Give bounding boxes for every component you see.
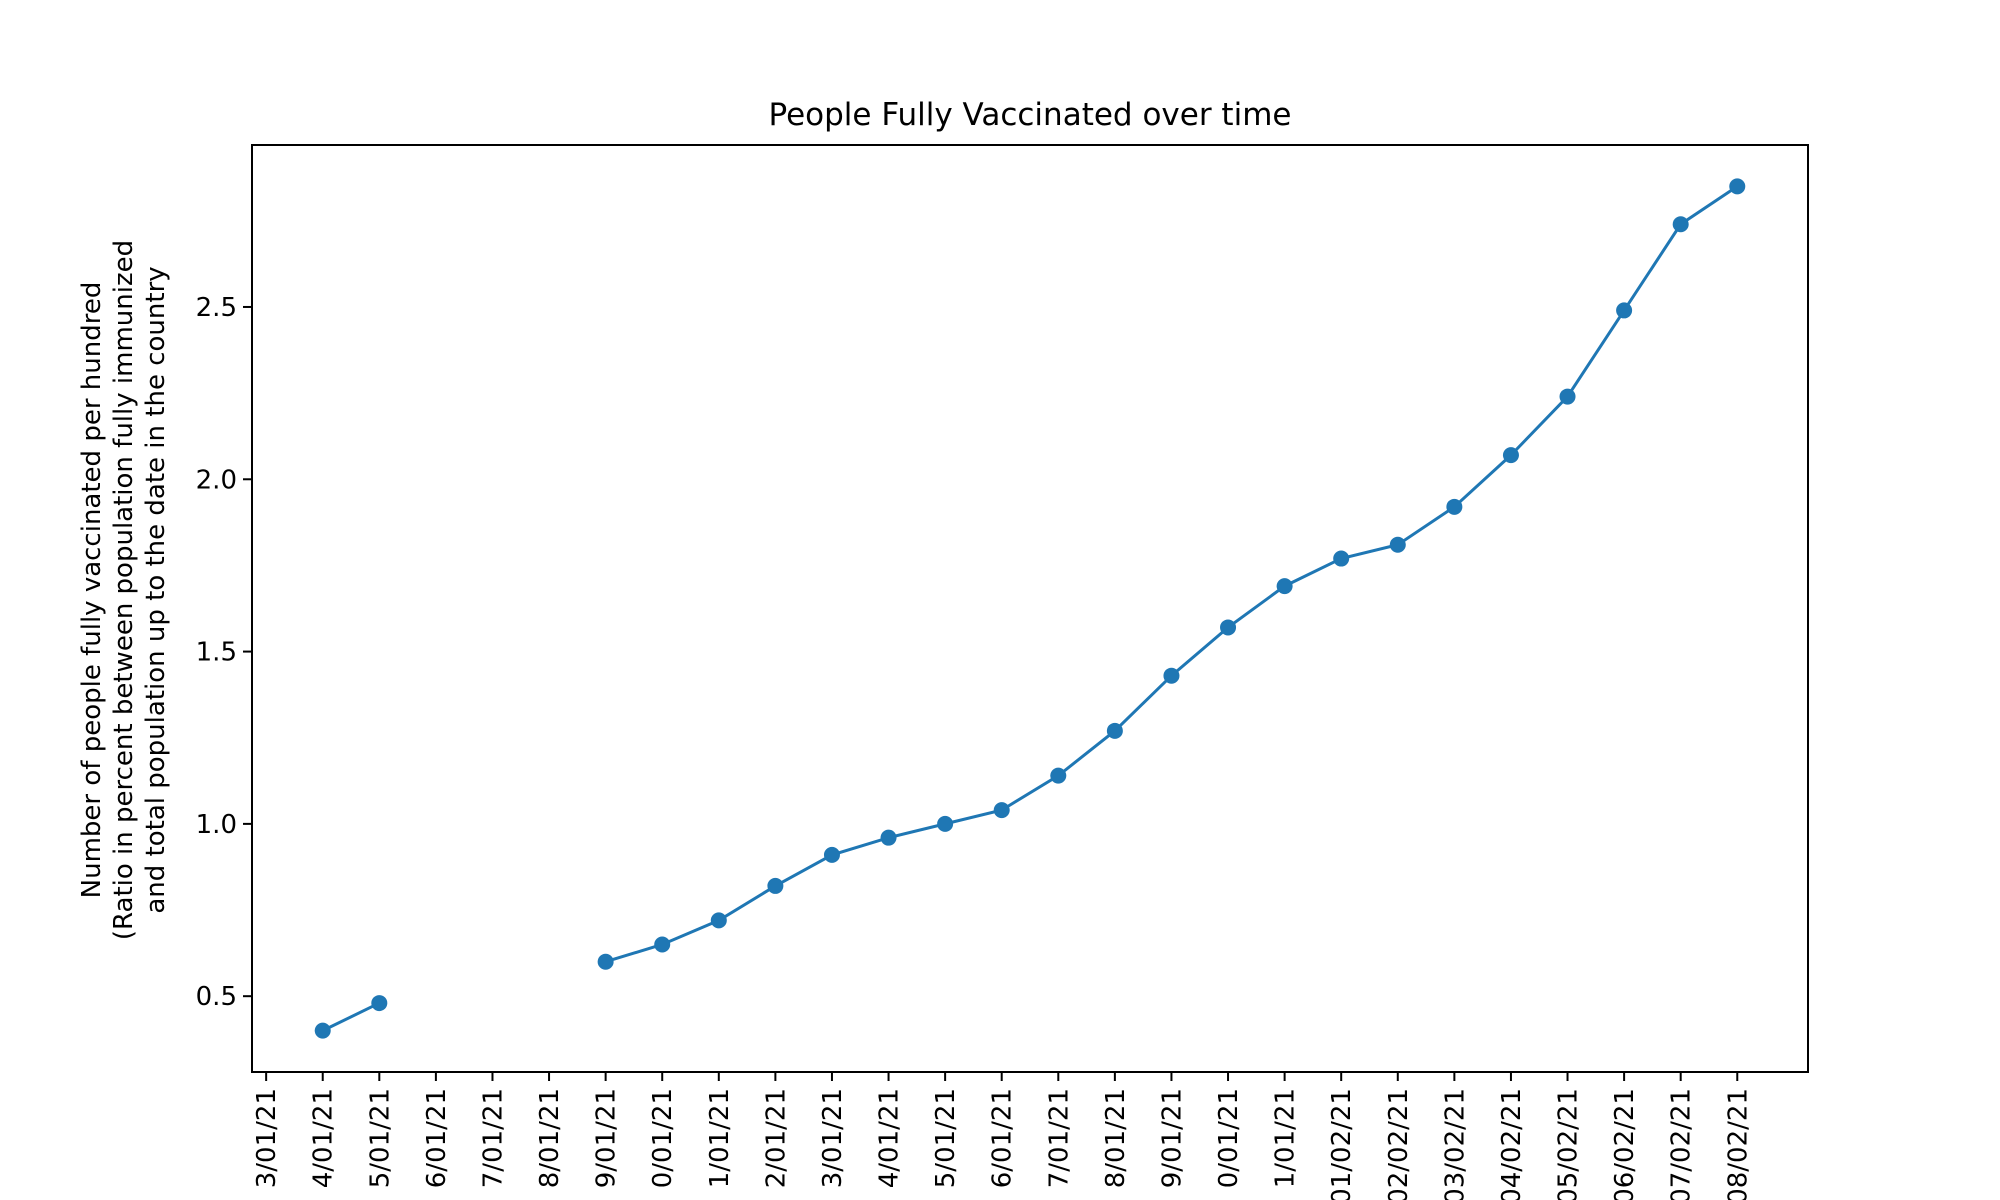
x-tick-label: 1/01/21	[1271, 1088, 1301, 1188]
y-axis-ticks: 0.5 1.0 1.5 2.0 2.5	[196, 293, 252, 1012]
data-point	[1672, 216, 1689, 233]
x-tick-label: 9/01/21	[592, 1088, 622, 1188]
y-tick-label: 0.5	[196, 982, 237, 1012]
data-point	[1616, 302, 1633, 319]
series-line-segment-1	[322, 1001, 380, 1032]
y-tick-label: 1.5	[196, 638, 237, 668]
data-point	[767, 877, 784, 894]
x-tick-label: 04/02/21	[1497, 1088, 1527, 1200]
data-point	[371, 995, 388, 1012]
x-tick-label: 06/02/21	[1610, 1088, 1640, 1200]
x-tick-label: 8/01/21	[1101, 1088, 1131, 1188]
y-tick-label: 1.0	[196, 810, 237, 840]
data-point	[1163, 667, 1180, 684]
data-point	[880, 829, 897, 846]
data-point	[1446, 498, 1463, 515]
x-tick-label: 05/02/21	[1554, 1088, 1584, 1200]
x-tick-label: 03/02/21	[1440, 1088, 1470, 1200]
x-tick-label: 07/02/21	[1667, 1088, 1697, 1200]
x-tick-label: 02/02/21	[1384, 1088, 1414, 1200]
x-axis-ticks: 3/01/21 4/01/21 5/01/21 6/01/21 7/01/21 8/01/…	[252, 1072, 1753, 1200]
x-tick-label: 7/01/21	[478, 1088, 508, 1188]
data-point	[1502, 447, 1519, 464]
data-point	[1333, 550, 1350, 567]
x-tick-label: 3/01/21	[252, 1088, 282, 1188]
x-tick-label: 2/01/21	[761, 1088, 791, 1188]
x-tick-label: 0/01/21	[648, 1088, 678, 1188]
data-series	[314, 178, 1746, 1039]
data-point	[823, 846, 840, 863]
data-point	[1559, 388, 1576, 405]
chart-title: People Fully Vaccinated over time	[769, 97, 1292, 133]
data-point	[597, 953, 614, 970]
data-point	[937, 815, 954, 832]
y-tick-label: 2.5	[196, 293, 237, 323]
x-tick-label: 8/01/21	[535, 1088, 565, 1188]
y-tick-label: 2.0	[196, 465, 237, 495]
x-tick-label: 6/01/21	[988, 1088, 1018, 1188]
data-point	[1220, 619, 1237, 636]
data-point	[1106, 722, 1123, 739]
x-tick-label: 1/01/21	[705, 1088, 735, 1188]
x-tick-label: 4/01/21	[309, 1088, 339, 1188]
x-tick-label: 6/01/21	[422, 1088, 452, 1188]
data-point	[1276, 578, 1293, 595]
x-tick-label: 7/01/21	[1044, 1088, 1074, 1188]
x-tick-label: 4/01/21	[875, 1088, 905, 1188]
data-point	[1729, 178, 1746, 195]
x-tick-label: 0/01/21	[1214, 1088, 1244, 1188]
x-tick-label: 08/02/21	[1723, 1088, 1753, 1200]
x-tick-label: 5/01/21	[931, 1088, 961, 1188]
x-tick-label: 01/02/21	[1327, 1088, 1357, 1200]
data-point	[314, 1022, 331, 1039]
data-point	[654, 936, 671, 953]
y-axis-label-line-3: and total population up to the date in t…	[141, 266, 171, 913]
series-line-segment-2	[605, 185, 1739, 964]
x-tick-label: 3/01/21	[818, 1088, 848, 1188]
data-point	[710, 912, 727, 929]
y-axis-label-line-1: Number of people fully vaccinated per hu…	[77, 282, 107, 899]
data-point	[1050, 767, 1067, 784]
y-axis-label-line-2: (Ratio in percent between population ful…	[109, 240, 139, 940]
data-point	[1389, 536, 1406, 553]
x-tick-label: 9/01/21	[1157, 1088, 1187, 1188]
x-tick-label: 5/01/21	[365, 1088, 395, 1188]
data-point	[993, 802, 1010, 819]
plot-area-frame	[251, 144, 1809, 1073]
